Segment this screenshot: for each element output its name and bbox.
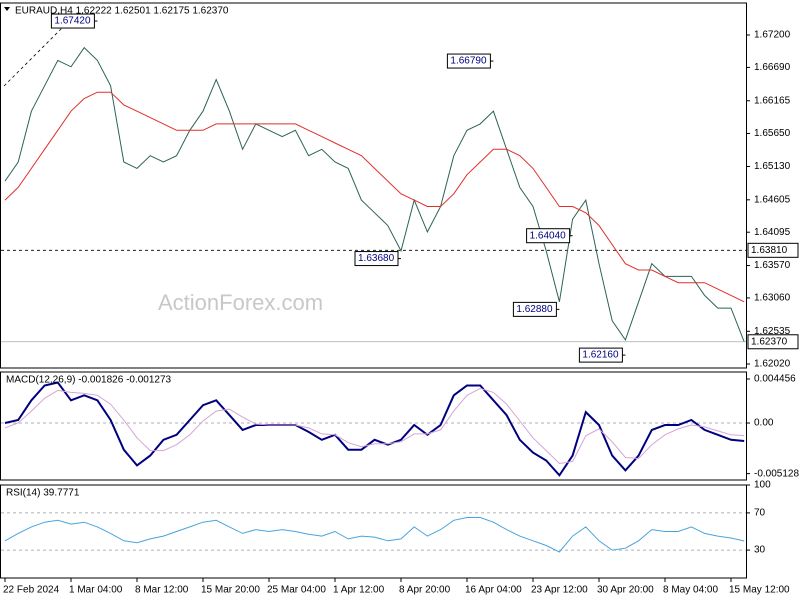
annotation-box (446, 53, 491, 69)
annotation-label: 1.62160 (582, 350, 619, 361)
panel-frame (0, 2, 747, 369)
y-tick-label: 1.64605 (754, 194, 791, 205)
y-tick-label: 0.004456 (754, 374, 796, 385)
series-line (4, 387, 745, 465)
panel-title: RSI(14) 39.7771 (6, 488, 80, 499)
x-tick-label: 8 Mar 12:00 (135, 585, 189, 596)
x-tick-label: 23 Apr 12:00 (531, 585, 588, 596)
y-tick-label: 1.66690 (754, 62, 791, 73)
x-tick-label: 8 May 04:00 (663, 585, 718, 596)
x-tick-label: 22 Feb 2024 (3, 585, 60, 596)
annotation-label: 1.67420 (54, 16, 91, 27)
annotation-label: 1.66790 (450, 56, 487, 67)
series-line (4, 517, 745, 553)
annotation-label: 1.63680 (358, 253, 395, 264)
last-price-label: 1.62370 (751, 336, 788, 347)
x-tick-label: 15 Mar 20:00 (201, 585, 260, 596)
trend-line (3, 27, 63, 87)
y-tick-label: 0.00 (754, 418, 774, 429)
annotation-box (578, 347, 623, 363)
y-tick-label: 1.64095 (754, 227, 791, 238)
annotation-label: 1.64040 (530, 230, 567, 241)
panel-title: EURAUD,H4 1.62222 1.62501 1.62175 1.6237… (15, 6, 229, 17)
y-tick-label: 1.65130 (754, 161, 791, 172)
y-tick-label: 30 (754, 545, 766, 556)
annotation-box (354, 251, 399, 267)
y-tick-label: 1.65650 (754, 128, 791, 139)
y-tick-label: 100 (754, 480, 771, 491)
annotation-box (50, 13, 95, 29)
x-tick-label: 1 Mar 04:00 (69, 585, 123, 596)
series-line (4, 381, 745, 477)
x-tick-label: 16 Apr 04:00 (465, 585, 522, 596)
x-tick-label: 8 Apr 20:00 (399, 585, 451, 596)
y-tick-label: 1.66165 (754, 95, 791, 106)
x-tick-label: 25 Mar 04:00 (267, 585, 326, 596)
watermark: ActionForex.com (158, 290, 323, 315)
annotation-label: 1.62880 (516, 304, 553, 315)
y-tick-label: 70 (754, 508, 766, 519)
x-tick-label: 30 Apr 20:00 (597, 585, 654, 596)
panel-title: MACD(12,26,9) -0.001826 -0.001273 (6, 375, 172, 386)
y-tick-label: 1.62535 (754, 326, 791, 337)
annotation-box (526, 228, 571, 244)
panel-frame (0, 371, 747, 481)
annotation-box (512, 301, 557, 317)
y-tick-label: 1.63570 (754, 260, 791, 271)
menu-arrow (4, 7, 10, 11)
x-tick-label: 1 Apr 12:00 (333, 585, 385, 596)
level-label: 1.63810 (751, 245, 788, 256)
level-box (747, 242, 799, 258)
series-line (4, 46, 745, 342)
last-price-box (747, 334, 799, 350)
panel-frame (0, 484, 747, 579)
series-line (4, 91, 745, 303)
y-tick-label: 1.67200 (754, 30, 791, 41)
x-tick-label: 15 May 12:00 (729, 585, 790, 596)
y-tick-label: 1.62020 (754, 359, 791, 370)
y-tick-label: -0.005128 (754, 468, 799, 479)
y-tick-label: 1.63060 (754, 293, 791, 304)
